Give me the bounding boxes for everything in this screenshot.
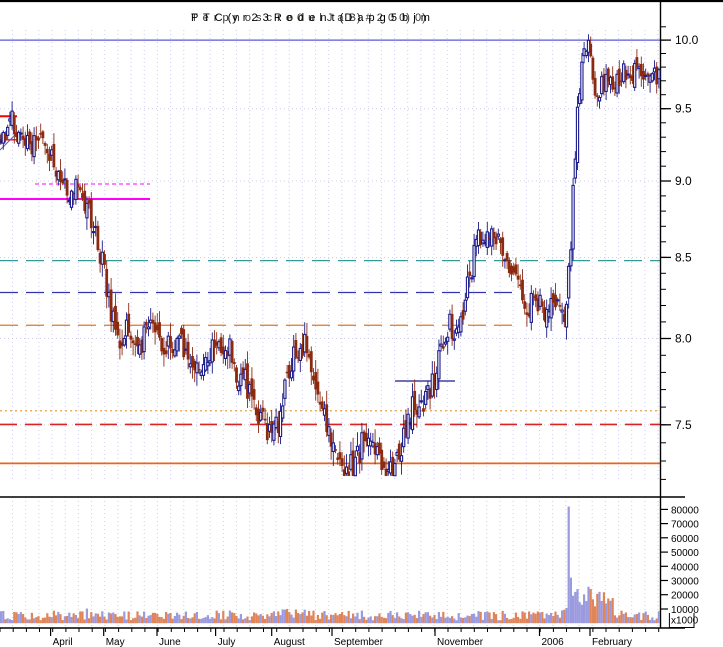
svg-text:July: July (218, 637, 236, 647)
svg-text:x1000: x1000 (671, 616, 699, 627)
svg-text:May: May (106, 637, 125, 647)
svg-text:60000: 60000 (671, 534, 699, 545)
svg-text:80000: 80000 (671, 505, 699, 516)
svg-text:T e r p n o s c r e 0 u l J: T e r p n o s c r e 0 u l J a B) # 2 0 0… (191, 12, 427, 24)
svg-text:30000: 30000 (671, 577, 699, 588)
svg-text:August: August (274, 637, 305, 647)
svg-text:9.0: 9.0 (675, 174, 692, 188)
svg-text:10000: 10000 (671, 605, 699, 616)
svg-text:9.5: 9.5 (675, 102, 692, 116)
svg-text:7.5: 7.5 (675, 418, 692, 432)
svg-text:70000: 70000 (671, 520, 699, 531)
svg-text:40000: 40000 (671, 562, 699, 573)
svg-text:50000: 50000 (671, 548, 699, 559)
svg-text:2006: 2006 (542, 637, 565, 647)
svg-text:10.0: 10.0 (675, 33, 699, 47)
svg-text:February: February (592, 637, 632, 647)
svg-text:8.0: 8.0 (675, 332, 692, 346)
svg-text:September: September (334, 637, 384, 647)
svg-text:20000: 20000 (671, 591, 699, 602)
svg-text:April: April (53, 637, 73, 647)
svg-text:June: June (159, 637, 181, 647)
svg-text:November: November (437, 637, 484, 647)
svg-text:8.5: 8.5 (675, 250, 692, 264)
